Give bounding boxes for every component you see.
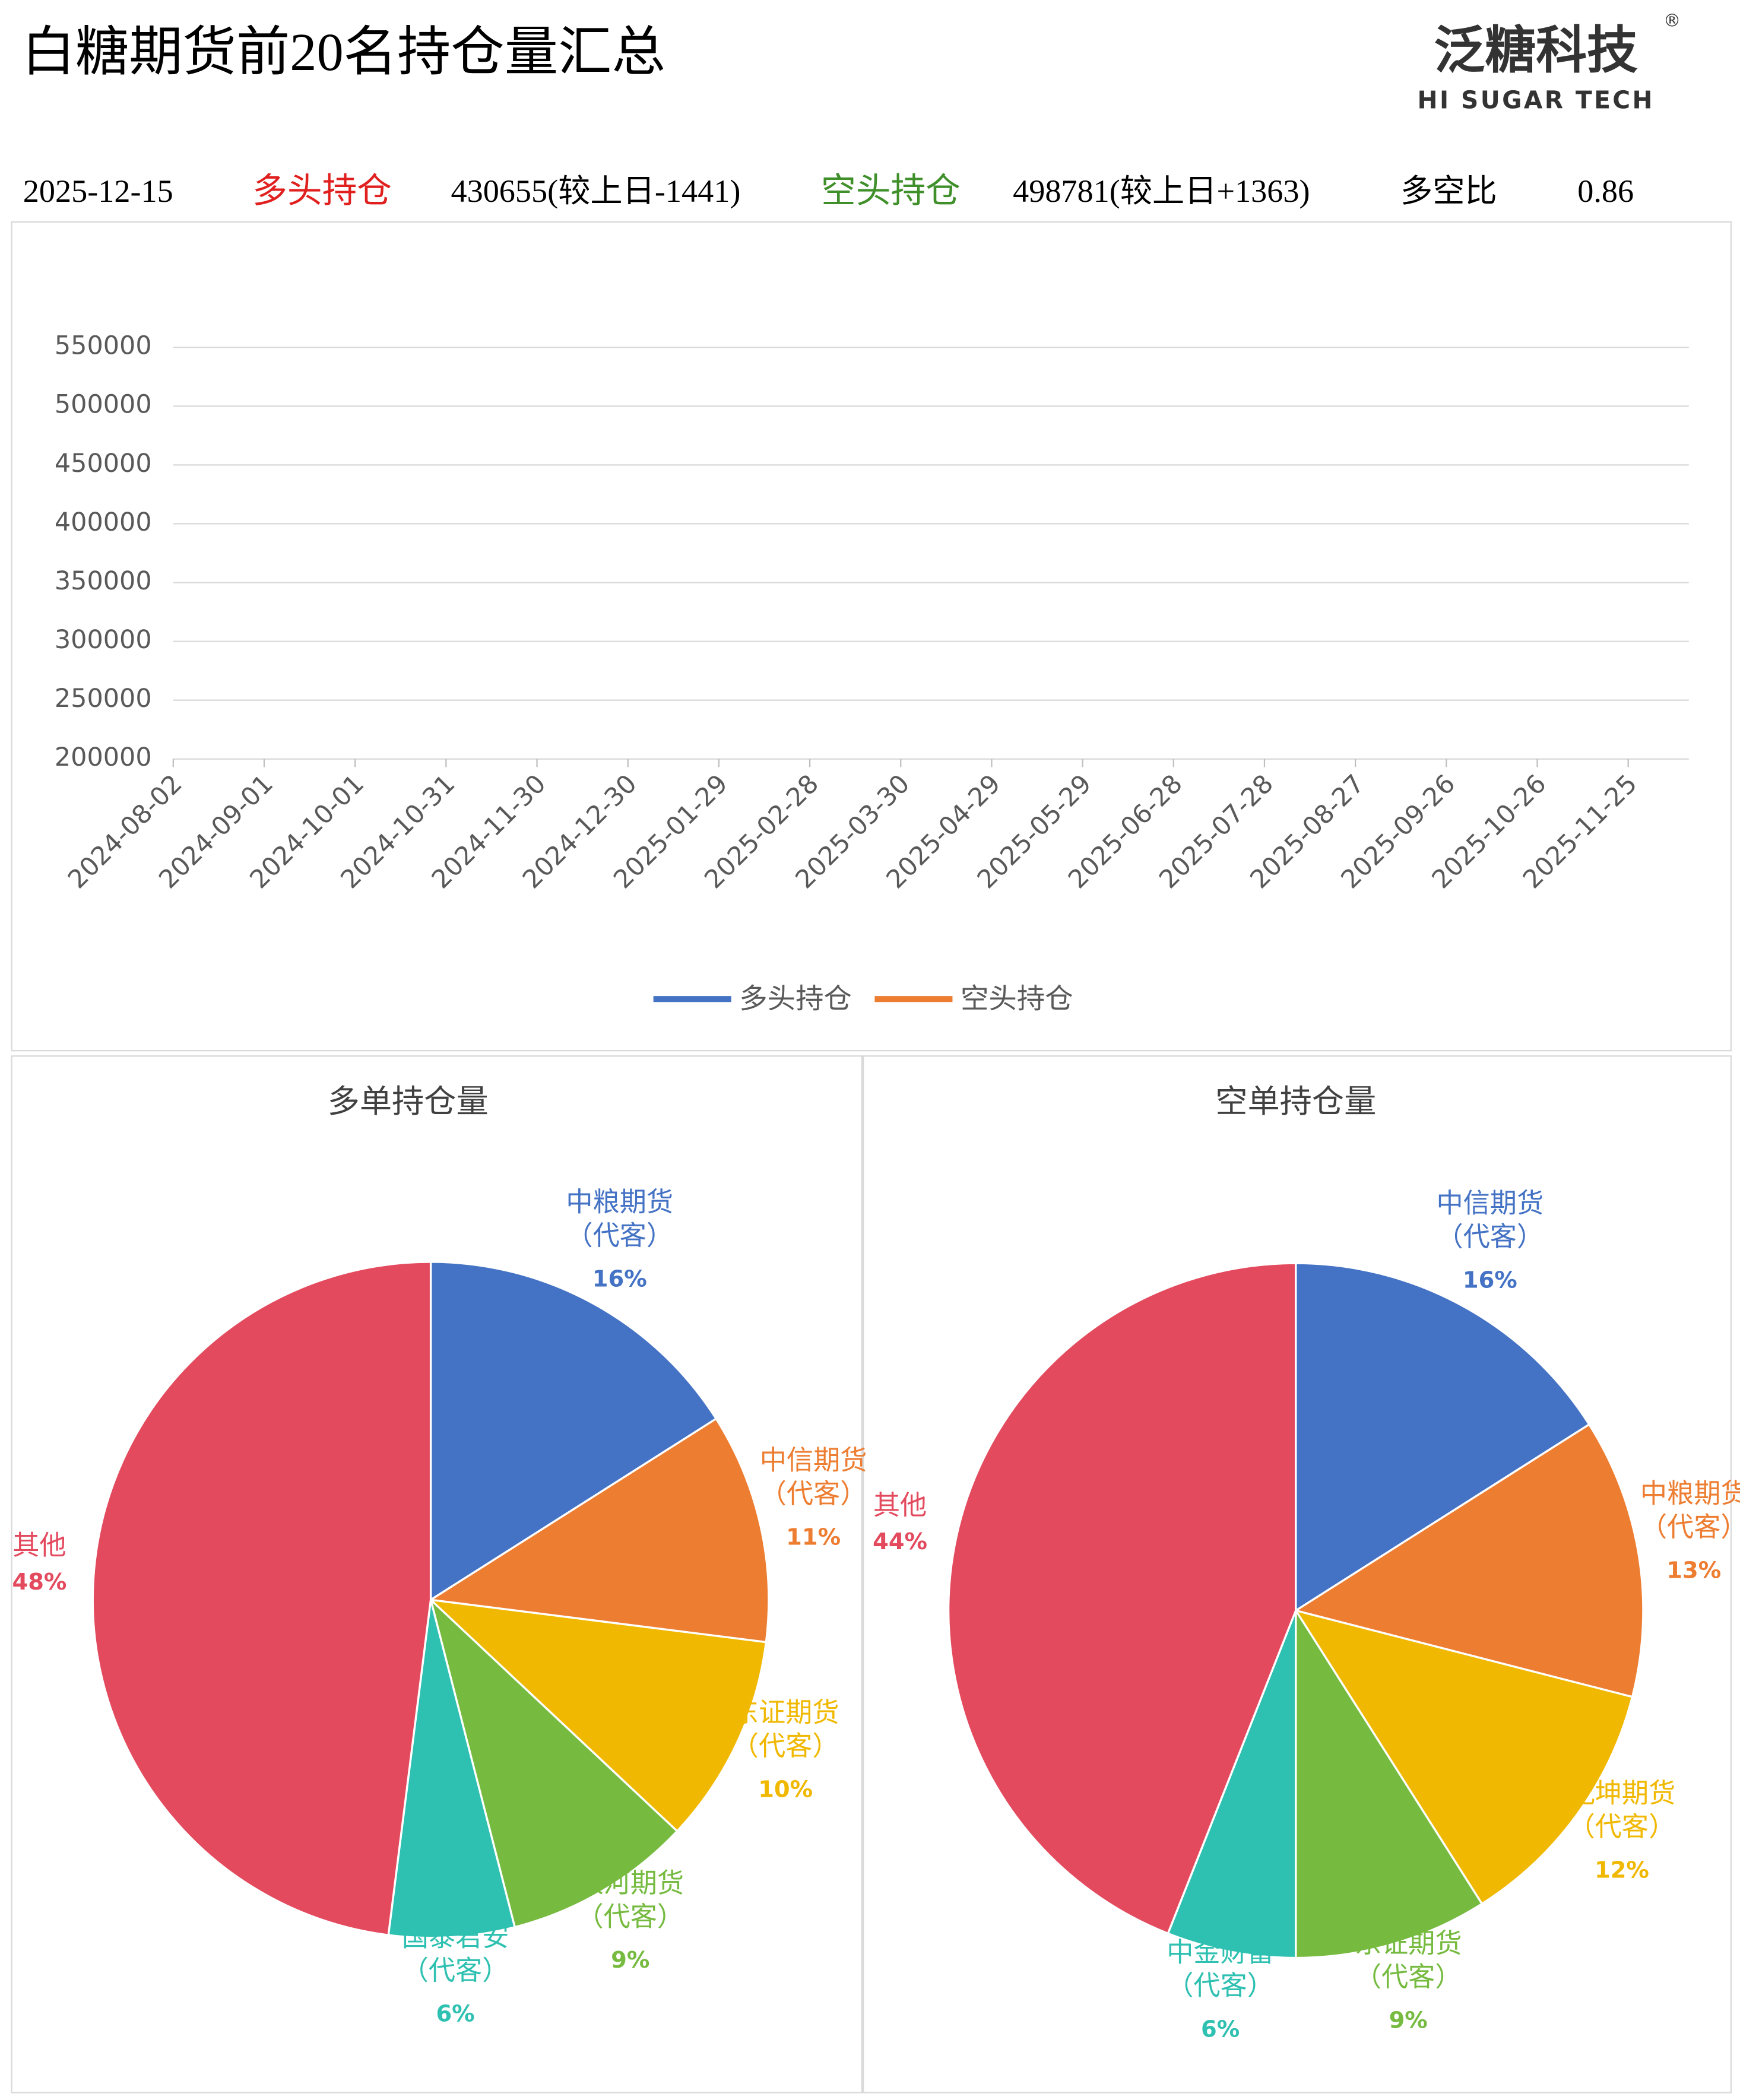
ratio-label: 多空比 — [1400, 173, 1497, 209]
y-tick-label: 250000 — [55, 684, 152, 713]
pie-slice — [427, 1417, 770, 1644]
pie-panel — [863, 1055, 1732, 2093]
y-tick-label: 400000 — [55, 507, 152, 537]
y-tick-label: 450000 — [55, 449, 152, 478]
slice-label: 乾坤期货（代客） — [1568, 1779, 1676, 1842]
slice-value-label: 9% — [611, 1947, 649, 1974]
date: 2025-12-15 — [23, 173, 173, 209]
slice-value-label: 10% — [758, 1777, 813, 1803]
slice-value-label: 16% — [1463, 1267, 1517, 1294]
slice-value-label: 44% — [873, 1528, 927, 1555]
logo-subtitle: HI SUGAR TECH — [1418, 86, 1655, 115]
long-label: 多头持仓 — [252, 172, 392, 210]
page-title: 白糖期货前20名持仓量汇总 — [22, 22, 665, 82]
slice-value-label: 6% — [1201, 2016, 1240, 2042]
slice-value-label: 9% — [1389, 2007, 1428, 2034]
slice-label: 中金财富（代客） — [1167, 1938, 1274, 2001]
slice-label: 银河期货（代客） — [576, 1869, 684, 1931]
slice-label: 中信期货（代客） — [1436, 1189, 1544, 1252]
short-label: 空头持仓 — [821, 172, 961, 210]
pie-slice — [427, 1598, 768, 1833]
pie-slice — [429, 1261, 718, 1602]
ratio: 0.86 — [1577, 173, 1634, 209]
slice-label: 中粮期货（代客） — [566, 1188, 673, 1251]
y-tick-label: 550000 — [55, 331, 152, 361]
pie-panel — [11, 1055, 863, 2093]
pie-slice — [1167, 1610, 1297, 1959]
slice-value-label: 6% — [436, 2001, 474, 2028]
slice-value-label: 13% — [1666, 1557, 1721, 1584]
slice-value-label: 11% — [786, 1524, 841, 1550]
legend-label: 空头持仓 — [961, 982, 1073, 1015]
y-tick-label: 200000 — [55, 743, 152, 772]
line-panel — [11, 221, 1732, 1052]
slice-value-label: 48% — [12, 1569, 67, 1595]
pie-title: 空单持仓量 — [1215, 1083, 1376, 1120]
slice-label: 其他 — [12, 1531, 66, 1560]
slice-label: 中信期货（代客） — [760, 1446, 867, 1509]
logo-mark: ® — [1663, 11, 1681, 31]
short-text: 498781(较上日+1363) — [1013, 173, 1310, 209]
pie-title: 多单持仓量 — [328, 1083, 489, 1120]
pie-slice — [429, 1597, 679, 1928]
logo: 泛糖科技 — [1434, 21, 1638, 80]
slice-label: 东证期货（代客） — [732, 1698, 839, 1761]
y-tick-label: 350000 — [55, 566, 152, 596]
slice-label: 其他 — [873, 1490, 927, 1520]
legend-label: 多头持仓 — [739, 982, 852, 1015]
pie-slice — [1295, 1262, 1591, 1613]
y-tick-label: 500000 — [55, 390, 152, 420]
slice-label: 国泰君安（代客） — [402, 1923, 509, 1985]
pie-slice — [1293, 1423, 1644, 1698]
pie-slice — [387, 1599, 516, 1939]
long-text: 430655(较上日-1441) — [451, 173, 740, 209]
slice-value-label: 16% — [592, 1266, 647, 1293]
pie-slice — [947, 1262, 1297, 1935]
y-tick-label: 300000 — [55, 625, 152, 655]
slice-value-label: 12% — [1595, 1857, 1649, 1884]
slice-label: 中粮期货（代客） — [1640, 1479, 1740, 1542]
pie-slice — [91, 1261, 432, 1937]
pie-slice — [1295, 1607, 1484, 1959]
slice-label: 东证期货（代客） — [1355, 1929, 1462, 1992]
pie-slice — [1294, 1609, 1634, 1905]
